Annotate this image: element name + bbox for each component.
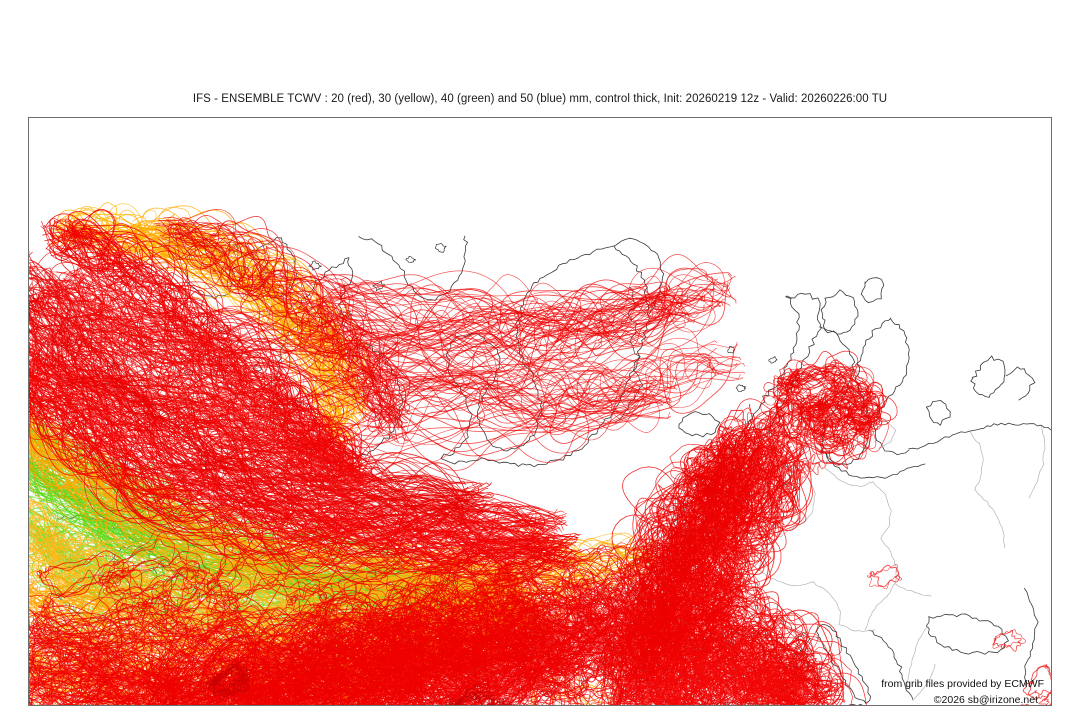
map-plot-panel[interactable] xyxy=(28,117,1052,706)
page-title: IFS - ENSEMBLE TCWV : 20 (red), 30 (yell… xyxy=(0,92,1080,106)
ensemble-contour-map xyxy=(29,118,1052,706)
